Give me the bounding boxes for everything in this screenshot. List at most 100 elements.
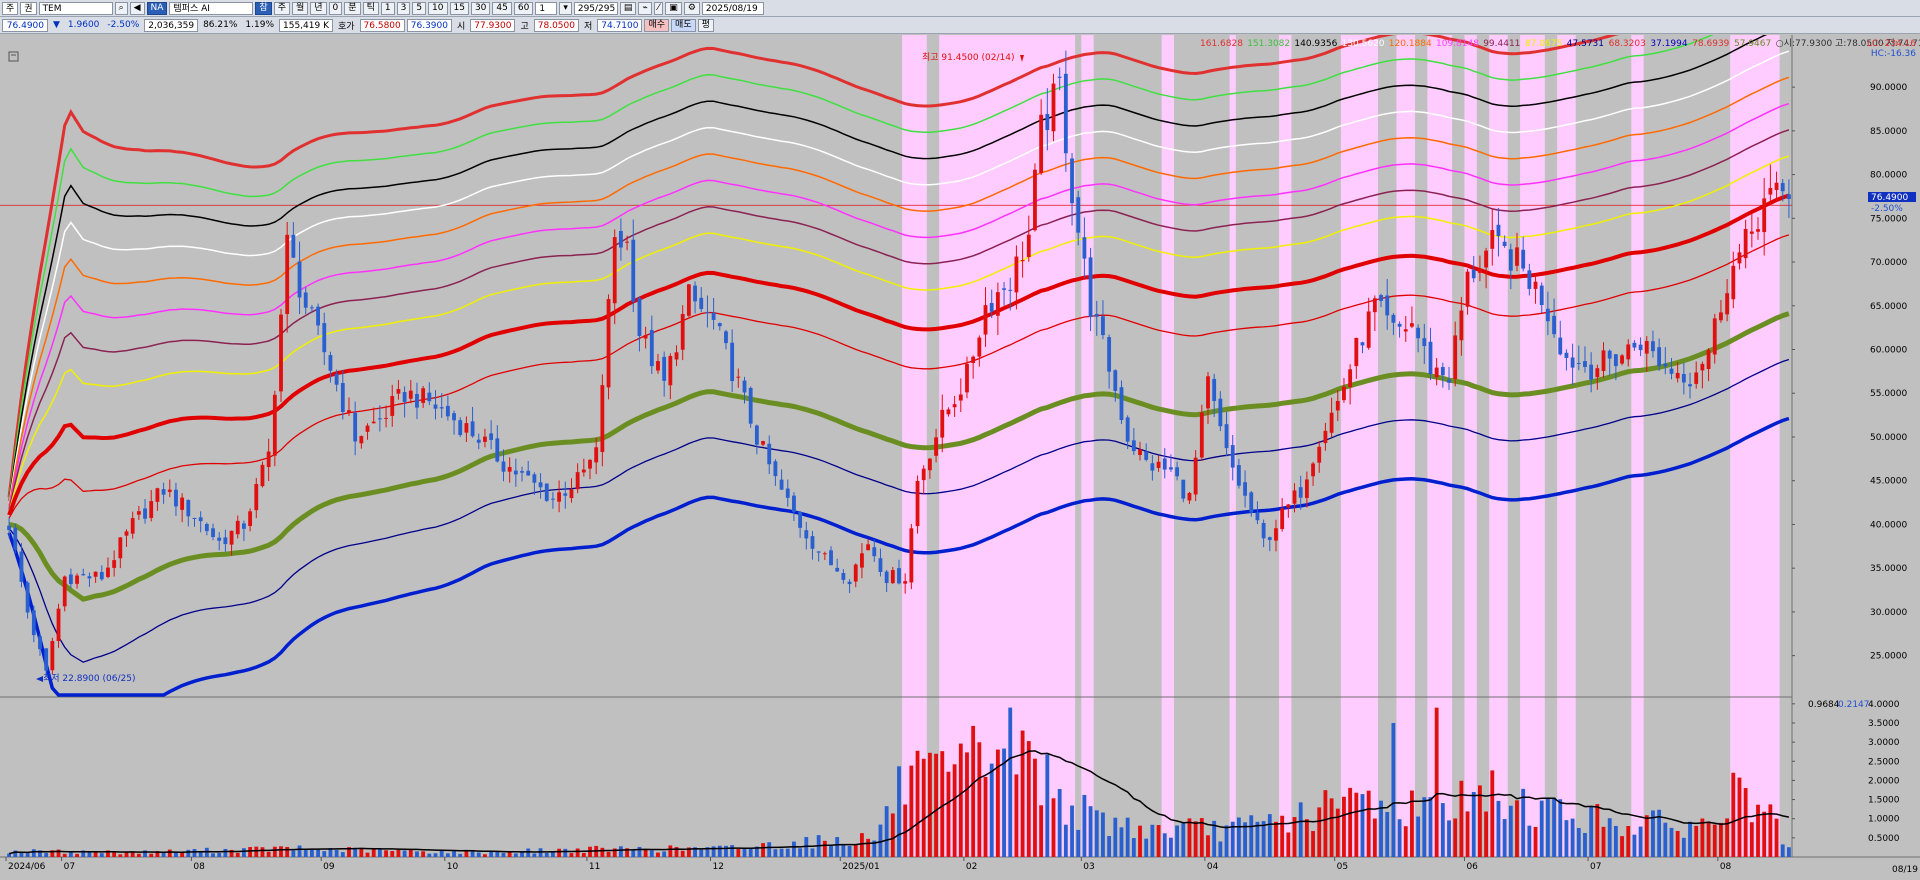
candle-body: [792, 495, 796, 512]
candle-body: [1298, 487, 1303, 498]
zero-button[interactable]: 0: [328, 1, 343, 15]
candle-body: [1749, 231, 1754, 234]
candle-body: [1558, 337, 1563, 355]
price-chart[interactable]: 90.0000 85.0000 80.0000 75.0000 70.0000 65.00…: [0, 31, 1920, 877]
save-icon[interactable]: ▣: [665, 1, 682, 15]
volume-bar: [1756, 804, 1760, 857]
candle-body: [1700, 363, 1705, 371]
highlight-band: [1557, 35, 1576, 857]
candle-body: [501, 461, 506, 472]
candle-body: [1397, 323, 1402, 327]
day-button[interactable]: 주: [273, 1, 290, 15]
interval-dropdown-icon[interactable]: ▾: [559, 1, 572, 15]
month-button[interactable]: 월: [291, 1, 309, 15]
panel-menu-icon[interactable]: [8, 51, 19, 62]
market-select[interactable]: 주: [2, 1, 19, 15]
highlight-band: [939, 35, 1076, 857]
interval-45[interactable]: 45: [492, 1, 512, 15]
interval-3[interactable]: 3: [396, 1, 411, 15]
period-select[interactable]: 권: [20, 1, 37, 15]
ticker-name: 템퍼스 AI: [169, 1, 254, 15]
chart-area[interactable]: 90.0000 85.0000 80.0000 75.0000 70.0000 65.00…: [0, 31, 1920, 877]
candle-body: [909, 528, 914, 583]
volume-bar: [581, 852, 586, 857]
candle-body: [371, 421, 376, 424]
date-tick-label: 08: [1720, 862, 1732, 872]
interval-5[interactable]: 5: [412, 1, 427, 15]
candle-body: [118, 537, 123, 559]
year-button[interactable]: 년: [310, 1, 327, 15]
volume-bar: [1379, 800, 1383, 857]
add-button[interactable]: 참: [255, 1, 272, 15]
candle-body: [1348, 369, 1353, 387]
candle-body: [1094, 313, 1099, 317]
candle-body: [1082, 237, 1087, 259]
volume-bar: [1243, 822, 1247, 857]
candle-body: [761, 441, 765, 445]
candle-body: [903, 581, 908, 584]
candle-body: [1459, 310, 1464, 341]
lc-label: LC:-234.16: [1867, 39, 1916, 49]
candle-body: [835, 567, 840, 572]
slash-icon[interactable]: ⁄: [653, 1, 664, 15]
sell-button[interactable]: 매도: [671, 18, 696, 32]
volume-bar: [31, 849, 36, 857]
speaker-icon[interactable]: ◀: [129, 1, 145, 15]
volume-bar: [724, 845, 728, 857]
indicator-value: 161.6828: [1200, 39, 1243, 49]
link-icon[interactable]: ⌁: [638, 1, 652, 15]
count-input[interactable]: 295/295: [573, 1, 618, 15]
volume-bar: [1644, 815, 1649, 857]
volume-bar: [483, 854, 487, 857]
price-value: 76.4900: [2, 18, 48, 32]
candle-body: [810, 536, 815, 549]
volume-bar: [1372, 818, 1377, 857]
highlight-band: [1279, 35, 1292, 857]
candle-body: [167, 489, 172, 492]
interval-input[interactable]: 1: [535, 1, 558, 15]
indicator-value: 57.9467: [1734, 39, 1771, 49]
candle-body: [1311, 463, 1315, 477]
candle-body: [1236, 465, 1241, 486]
volume-bar: [19, 852, 24, 857]
tick-button[interactable]: 틱: [362, 1, 379, 15]
gear-icon[interactable]: ⚙: [683, 1, 700, 15]
date-input[interactable]: 2025/08/19: [701, 1, 764, 15]
volume-bar: [965, 752, 969, 857]
volume-bar: [334, 849, 339, 857]
candle-body: [860, 553, 864, 568]
interval-60[interactable]: 60: [513, 1, 534, 15]
volume-bar: [1620, 836, 1624, 857]
candle-body: [693, 285, 697, 302]
flat-button[interactable]: 평: [697, 18, 714, 32]
main-toolbar: 주 권 TEM ⌕ ◀ NA 템퍼스 AI 참 주 월 년 0 분 틱 1 3 …: [0, 0, 1920, 17]
price-tick-label: 40.0000: [1870, 520, 1907, 530]
candle-body: [13, 527, 18, 550]
minute-button[interactable]: 분: [344, 1, 361, 15]
candle-body: [1125, 417, 1130, 442]
volume-bar: [1570, 818, 1575, 857]
candle-body: [242, 523, 246, 529]
volume-bar: [1416, 816, 1421, 857]
buy-button[interactable]: 매수: [644, 18, 670, 32]
candle-body: [204, 523, 209, 532]
ticker-code-input[interactable]: TEM: [38, 1, 113, 15]
volume-bar: [44, 852, 49, 857]
last-price-text: 76.4900: [1871, 193, 1908, 203]
volume-bar: [1212, 820, 1217, 857]
volume-bar: [1780, 844, 1785, 857]
search-icon[interactable]: ⌕: [114, 1, 128, 15]
interval-1[interactable]: 1: [380, 1, 395, 15]
last-date-label: 08/19: [1892, 865, 1918, 875]
volume-bar: [204, 847, 209, 857]
candle-body: [674, 352, 679, 360]
volume-bar: [1385, 811, 1390, 857]
volume-bar: [347, 847, 351, 857]
interval-30[interactable]: 30: [470, 1, 491, 15]
tools-icon[interactable]: ▤: [619, 1, 637, 15]
interval-10[interactable]: 10: [428, 1, 448, 15]
interval-15[interactable]: 15: [449, 1, 469, 15]
volume-bar: [940, 751, 945, 857]
volume-bar: [1490, 770, 1495, 857]
candle-body: [1230, 445, 1235, 468]
